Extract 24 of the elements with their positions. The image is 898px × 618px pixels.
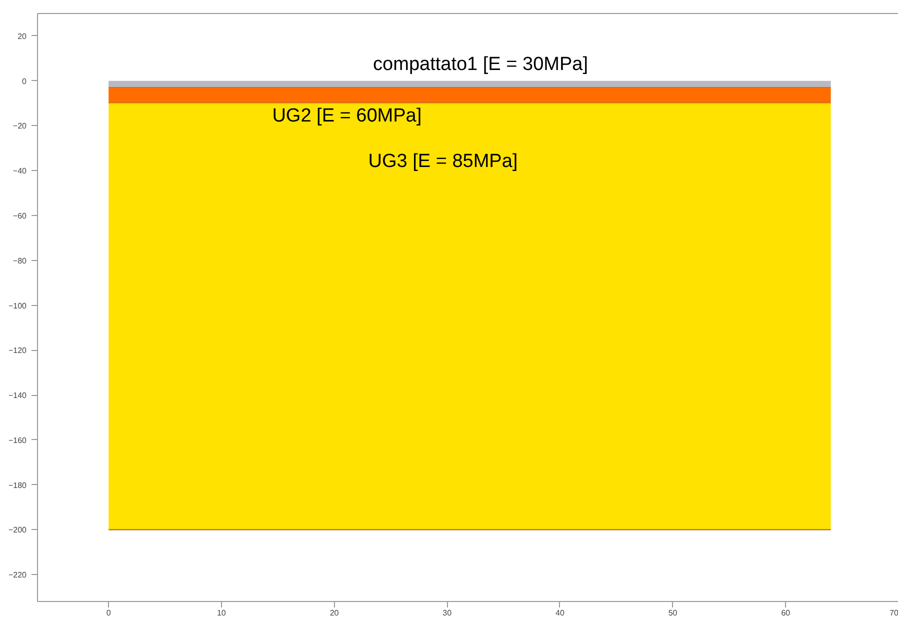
y-tick-label: −220 (8, 570, 28, 580)
y-tick-label: −140 (8, 391, 28, 400)
x-tick-label: 20 (330, 608, 340, 618)
y-tick-label: −180 (8, 480, 28, 490)
y-tick-label: −20 (12, 122, 28, 131)
x-tick-label: 10 (216, 608, 226, 618)
y-tick-label: −200 (8, 526, 28, 535)
x-tick-label: 60 (781, 608, 791, 618)
x-tick-label: 50 (668, 608, 678, 618)
y-tick-label: −80 (12, 256, 28, 266)
series-label: compattato1 [E = 30MPa] (373, 54, 588, 75)
x-tick-label: 0 (106, 608, 112, 618)
y-tick-label: 0 (22, 76, 28, 86)
x-tick-label: 30 (442, 608, 452, 618)
y-tick-label: −60 (12, 211, 28, 220)
y-tick-label: −40 (12, 166, 28, 176)
series-label: UG2 [E = 60MPa] (272, 105, 422, 126)
x-tick-label: 40 (556, 608, 565, 618)
y-tick-label: −100 (8, 301, 28, 310)
x-tick-label: 70 (890, 608, 898, 618)
series-label: UG3 [E = 85MPa] (368, 150, 518, 172)
y-tick-label: 20 (18, 32, 28, 41)
y-tick-label: −160 (8, 436, 28, 445)
y-tick-label: −120 (8, 346, 28, 356)
